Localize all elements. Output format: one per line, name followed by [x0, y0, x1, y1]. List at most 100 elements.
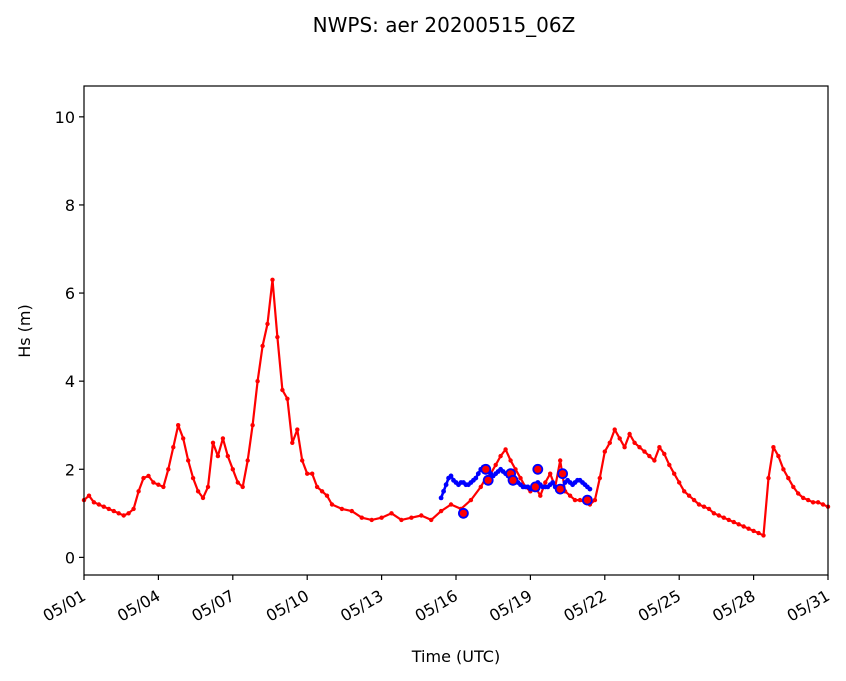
series-red-point: [290, 440, 295, 445]
series-red-point: [706, 506, 712, 512]
series-red-point: [146, 473, 151, 479]
series-red-point: [186, 458, 191, 463]
series-blue-point: [448, 473, 454, 479]
series-red-point: [86, 493, 92, 498]
series-red-point: [741, 524, 746, 529]
series-red-point: [295, 427, 300, 432]
series-red-point: [121, 513, 126, 518]
series-red-point: [498, 453, 503, 459]
series-red-point: [667, 462, 672, 468]
series-red-point: [558, 458, 563, 463]
series-red-point: [612, 427, 617, 432]
series-red-point: [190, 475, 196, 481]
series-red-point: [806, 497, 811, 503]
series-red-point: [503, 447, 508, 452]
series-red-point: [156, 482, 161, 487]
series-red-point: [791, 484, 796, 490]
series-red-point: [285, 396, 290, 401]
y-tick-label: 6: [65, 284, 75, 303]
series-red-point: [518, 475, 523, 481]
y-axis-label: Hs (m): [15, 304, 34, 358]
series-red-point: [324, 493, 330, 498]
series-red-point: [548, 471, 553, 476]
series-red-point: [329, 502, 335, 507]
y-tick-label: 4: [65, 372, 75, 391]
series-open-circle-marker: [532, 463, 544, 475]
series-blue-point: [441, 488, 446, 494]
series-red-point: [607, 440, 612, 445]
axes-frame: [83, 85, 829, 576]
series-red-point: [572, 497, 578, 503]
series-red-point: [220, 436, 226, 441]
y-tick-label: 10: [55, 108, 75, 127]
series-red-point: [508, 458, 513, 463]
series-open-circle-marker: [557, 468, 568, 480]
x-tick-label: 05/25: [635, 586, 684, 626]
series-red-point: [195, 489, 201, 494]
x-axis: 05/01 05/04 05/07 05/10 05/13 05/16 05/19 05/22…: [40, 575, 833, 626]
series-red-point: [756, 530, 761, 536]
series-red-point: [225, 453, 230, 459]
series-red-point: [379, 515, 384, 520]
series-red-point: [126, 511, 131, 516]
series-red-point: [711, 511, 717, 516]
series-red-point: [642, 449, 647, 454]
series-red-point: [419, 513, 424, 518]
x-tick-label: 05/01: [40, 586, 89, 626]
series-red-point: [240, 484, 245, 490]
series-red-point: [677, 480, 682, 485]
series-red-point: [632, 440, 637, 445]
series-red-point: [716, 513, 722, 518]
x-tick-label: 05/13: [337, 586, 386, 626]
series-red-point: [652, 458, 657, 463]
series-red-point: [205, 484, 211, 490]
series-red-point: [210, 440, 216, 445]
series-red-point: [538, 493, 543, 498]
series-open-circle-marker: [507, 474, 519, 486]
series-red-point: [617, 436, 622, 441]
series-open-circle-marker: [582, 494, 593, 506]
series-red-point: [319, 489, 325, 494]
series-red-point: [111, 508, 117, 514]
y-tick-label: 8: [65, 196, 75, 215]
series-red-point: [627, 431, 632, 437]
series-red-point: [672, 471, 677, 476]
series-red-point: [801, 495, 806, 501]
series-open-circle-marker: [480, 463, 492, 475]
series-red-point: [736, 522, 741, 527]
series-red-point: [662, 451, 667, 457]
series-red-point: [359, 515, 364, 520]
x-tick-label: 05/07: [188, 586, 237, 626]
x-tick-label: 05/19: [486, 586, 535, 626]
series-red-point: [141, 475, 146, 481]
series-red-point: [409, 515, 414, 520]
series-red-point: [567, 493, 573, 498]
series-red-point: [726, 517, 731, 523]
x-tick-label: 05/28: [709, 586, 758, 626]
plot-area: [81, 277, 831, 538]
series-red-point: [161, 484, 166, 490]
series-red-point: [91, 500, 97, 505]
series-red-point: [766, 475, 771, 481]
series-red-point: [820, 502, 826, 507]
series-red-point: [399, 517, 404, 523]
series-red-point: [131, 506, 136, 512]
series-red-point: [468, 497, 474, 503]
series-red-point: [305, 471, 310, 476]
x-tick-label: 05/16: [412, 586, 461, 626]
series-red-point: [543, 480, 548, 485]
series-red-point: [815, 500, 821, 505]
y-tick-label: 2: [65, 460, 75, 479]
series-red-point: [691, 497, 697, 503]
series-red-point: [270, 277, 275, 282]
series-red-point: [310, 471, 315, 476]
series-red-point: [592, 497, 598, 503]
series-red-point: [265, 321, 270, 327]
series-red-point: [622, 445, 627, 450]
series-red-point: [637, 445, 642, 450]
series-red-point: [810, 500, 816, 505]
series-red-point: [493, 462, 498, 468]
x-tick-label: 05/22: [560, 586, 609, 626]
series-red-point: [696, 502, 702, 507]
